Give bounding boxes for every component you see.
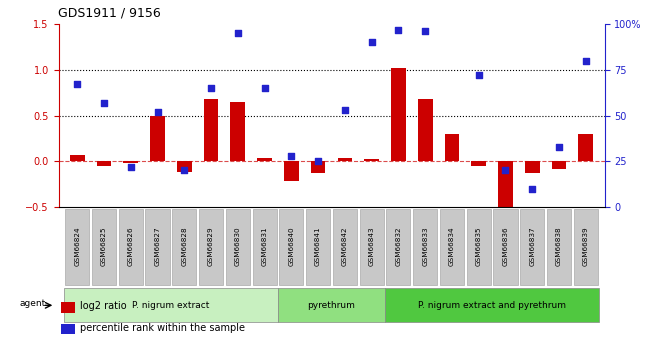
Text: agent: agent [20,299,46,308]
FancyBboxPatch shape [574,209,598,285]
Bar [231,102,245,161]
Text: GSM66829: GSM66829 [208,227,214,266]
Text: GSM66834: GSM66834 [449,227,455,266]
Bar [97,161,111,166]
FancyBboxPatch shape [386,209,410,285]
FancyBboxPatch shape [278,288,385,322]
Text: GSM66826: GSM66826 [128,227,134,266]
FancyBboxPatch shape [467,209,491,285]
Text: GSM66835: GSM66835 [476,227,482,266]
Bar [257,158,272,161]
Text: GSM66825: GSM66825 [101,227,107,266]
FancyBboxPatch shape [359,209,384,285]
Point [259,85,270,91]
Bar [150,117,165,161]
Text: GSM66843: GSM66843 [369,227,374,266]
FancyBboxPatch shape [333,209,357,285]
FancyBboxPatch shape [61,324,75,334]
Point [152,109,162,115]
Bar [284,161,299,181]
Point [500,168,511,173]
Bar [498,161,513,218]
FancyBboxPatch shape [280,209,304,285]
Text: P. nigrum extract and pyrethrum: P. nigrum extract and pyrethrum [418,301,566,310]
Text: GSM66837: GSM66837 [529,227,535,266]
Bar [578,134,593,161]
Text: GSM66824: GSM66824 [74,227,80,266]
FancyBboxPatch shape [64,288,278,322]
Point [420,29,430,34]
Bar [70,155,84,161]
Point [367,40,377,45]
FancyBboxPatch shape [385,288,599,322]
FancyBboxPatch shape [493,209,517,285]
Text: GSM66830: GSM66830 [235,227,240,266]
Point [340,107,350,113]
FancyBboxPatch shape [440,209,464,285]
Bar [311,161,326,173]
Point [72,82,83,87]
FancyBboxPatch shape [119,209,143,285]
Bar [203,99,218,161]
Text: GSM66839: GSM66839 [583,227,589,266]
Bar [364,159,379,161]
Point [393,27,404,32]
Text: percentile rank within the sample: percentile rank within the sample [81,323,245,333]
Bar [552,161,566,169]
Text: GSM66828: GSM66828 [181,227,187,266]
FancyBboxPatch shape [65,209,89,285]
Point [286,153,296,159]
Point [179,168,190,173]
FancyBboxPatch shape [547,209,571,285]
Text: GSM66842: GSM66842 [342,227,348,266]
Point [233,31,243,36]
FancyBboxPatch shape [146,209,170,285]
Point [580,58,591,63]
FancyBboxPatch shape [92,209,116,285]
Text: GDS1911 / 9156: GDS1911 / 9156 [58,7,161,20]
Text: GSM66841: GSM66841 [315,227,321,266]
FancyBboxPatch shape [61,302,75,313]
FancyBboxPatch shape [253,209,277,285]
Text: GSM66833: GSM66833 [422,227,428,266]
Bar [445,134,460,161]
Bar [418,99,432,161]
FancyBboxPatch shape [306,209,330,285]
Point [473,72,484,78]
Text: log2 ratio: log2 ratio [81,302,127,311]
Text: GSM66836: GSM66836 [502,227,508,266]
Text: GSM66838: GSM66838 [556,227,562,266]
Bar [337,158,352,161]
Point [313,159,323,164]
Bar [471,161,486,166]
FancyBboxPatch shape [226,209,250,285]
Point [99,100,109,106]
FancyBboxPatch shape [413,209,437,285]
Point [206,85,216,91]
FancyBboxPatch shape [172,209,196,285]
FancyBboxPatch shape [520,209,544,285]
Bar [391,68,406,161]
Point [554,144,564,149]
Text: P. nigrum extract: P. nigrum extract [132,301,209,310]
Bar [124,161,138,163]
Point [125,164,136,169]
Text: GSM66840: GSM66840 [289,227,294,266]
FancyBboxPatch shape [199,209,223,285]
Point [527,186,538,191]
Bar [177,161,192,172]
Text: GSM66827: GSM66827 [155,227,161,266]
Text: GSM66832: GSM66832 [395,227,402,266]
Text: pyrethrum: pyrethrum [307,301,356,310]
Text: GSM66831: GSM66831 [261,227,268,266]
Bar [525,161,540,173]
